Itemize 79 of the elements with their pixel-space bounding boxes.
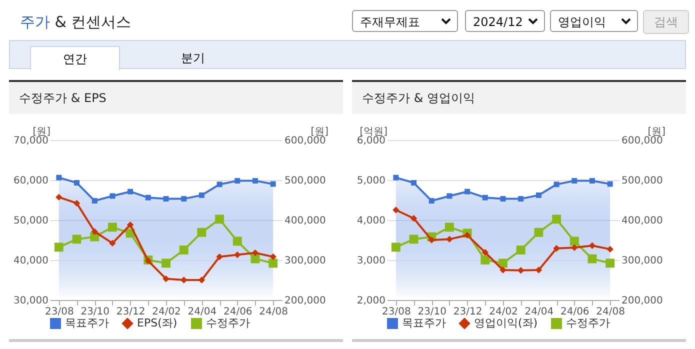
point (234, 178, 240, 184)
y2-tick-label: 600,000 (622, 136, 663, 146)
x-tick-label: 24/04 (524, 306, 554, 318)
legend-label: 수정주가 (566, 316, 610, 330)
y2-tick-label: 600,000 (284, 136, 326, 146)
point (518, 196, 524, 202)
x-tick-label: 24/02 (152, 306, 181, 318)
y-tick-label: 6,000 (356, 136, 386, 146)
text: 2024/12 (473, 15, 523, 29)
point (572, 178, 578, 184)
point (500, 196, 506, 202)
text: 분기 (180, 50, 206, 67)
y-tick-label: 50,000 (14, 216, 48, 226)
y-tick-label: 40,000 (14, 256, 48, 266)
point (92, 198, 98, 204)
y-tick-label: 4,000 (356, 216, 386, 226)
point (216, 182, 222, 188)
point (74, 180, 80, 186)
y-tick-label: 5,000 (356, 176, 386, 186)
point (163, 196, 169, 202)
point (411, 180, 417, 186)
text: 검색 (643, 10, 689, 34)
legend-label: 영업이익(좌) (474, 316, 538, 330)
x-tick-label: 24/04 (188, 306, 217, 318)
y-tick-label: 2,000 (356, 296, 386, 306)
text: 주재무제표 (360, 15, 420, 29)
point (482, 194, 488, 200)
point (128, 188, 134, 194)
legend-label: 목표주가 (65, 316, 109, 330)
y-axis-title: [억원] (360, 126, 388, 138)
x-tick-label: 23/12 (116, 306, 146, 318)
point (145, 194, 151, 200)
point (428, 198, 434, 204)
y2-tick-label: 500,000 (284, 176, 326, 186)
point (607, 181, 613, 187)
y2-tick-label: 500,000 (622, 176, 663, 186)
y2-tick-label: 300,000 (622, 256, 663, 266)
point (554, 182, 560, 188)
y2-axis-title: [원] (310, 126, 329, 138)
point (110, 193, 116, 199)
y2-tick-label: 400,000 (622, 216, 663, 226)
y2-axis-title: [원] (648, 126, 666, 138)
y2-tick-label: 400,000 (284, 216, 326, 226)
x-tick-label: 23/10 (80, 306, 110, 318)
x-tick-label: 24/06 (223, 306, 252, 318)
point (181, 196, 187, 202)
x-tick-label: 24/08 (596, 306, 625, 318)
point (393, 174, 399, 180)
point (446, 193, 452, 199)
point (589, 178, 595, 184)
x-tick-label: 23/12 (453, 306, 482, 318)
point (270, 181, 276, 187)
point (536, 192, 542, 198)
x-tick-label: 24/02 (489, 306, 518, 318)
y2-tick-label: 200,000 (622, 296, 663, 306)
y-tick-label: 3,000 (356, 256, 386, 266)
legend-label: 목표주가 (402, 316, 446, 330)
y-tick-label: 70,000 (14, 136, 48, 146)
x-tick-label: 23/08 (382, 306, 411, 318)
chart-title: 수정주가 & 영업이익 (352, 82, 686, 114)
y-tick-label: 60,000 (14, 176, 48, 186)
point (56, 174, 62, 180)
legend-label: 수정주가 (206, 316, 250, 330)
text: 영업이익 (558, 15, 606, 29)
y-axis-title: [원] (32, 126, 51, 138)
y2-tick-label: 200,000 (284, 296, 326, 306)
x-tick-label: 23/10 (418, 306, 447, 318)
x-tick-label: 24/08 (259, 306, 288, 318)
text: 연간 (30, 46, 120, 70)
point (252, 178, 258, 184)
y2-tick-label: 300,000 (284, 256, 326, 266)
legend-label: EPS(좌) (137, 316, 178, 330)
x-tick-label: 24/06 (560, 306, 590, 318)
text: 주가 & 컨센서스 (20, 13, 132, 32)
point (198, 192, 204, 198)
y-tick-label: 30,000 (14, 296, 48, 306)
x-tick-label: 23/08 (45, 306, 74, 318)
chart-title: 수정주가 & EPS (9, 82, 343, 114)
point (464, 188, 470, 194)
